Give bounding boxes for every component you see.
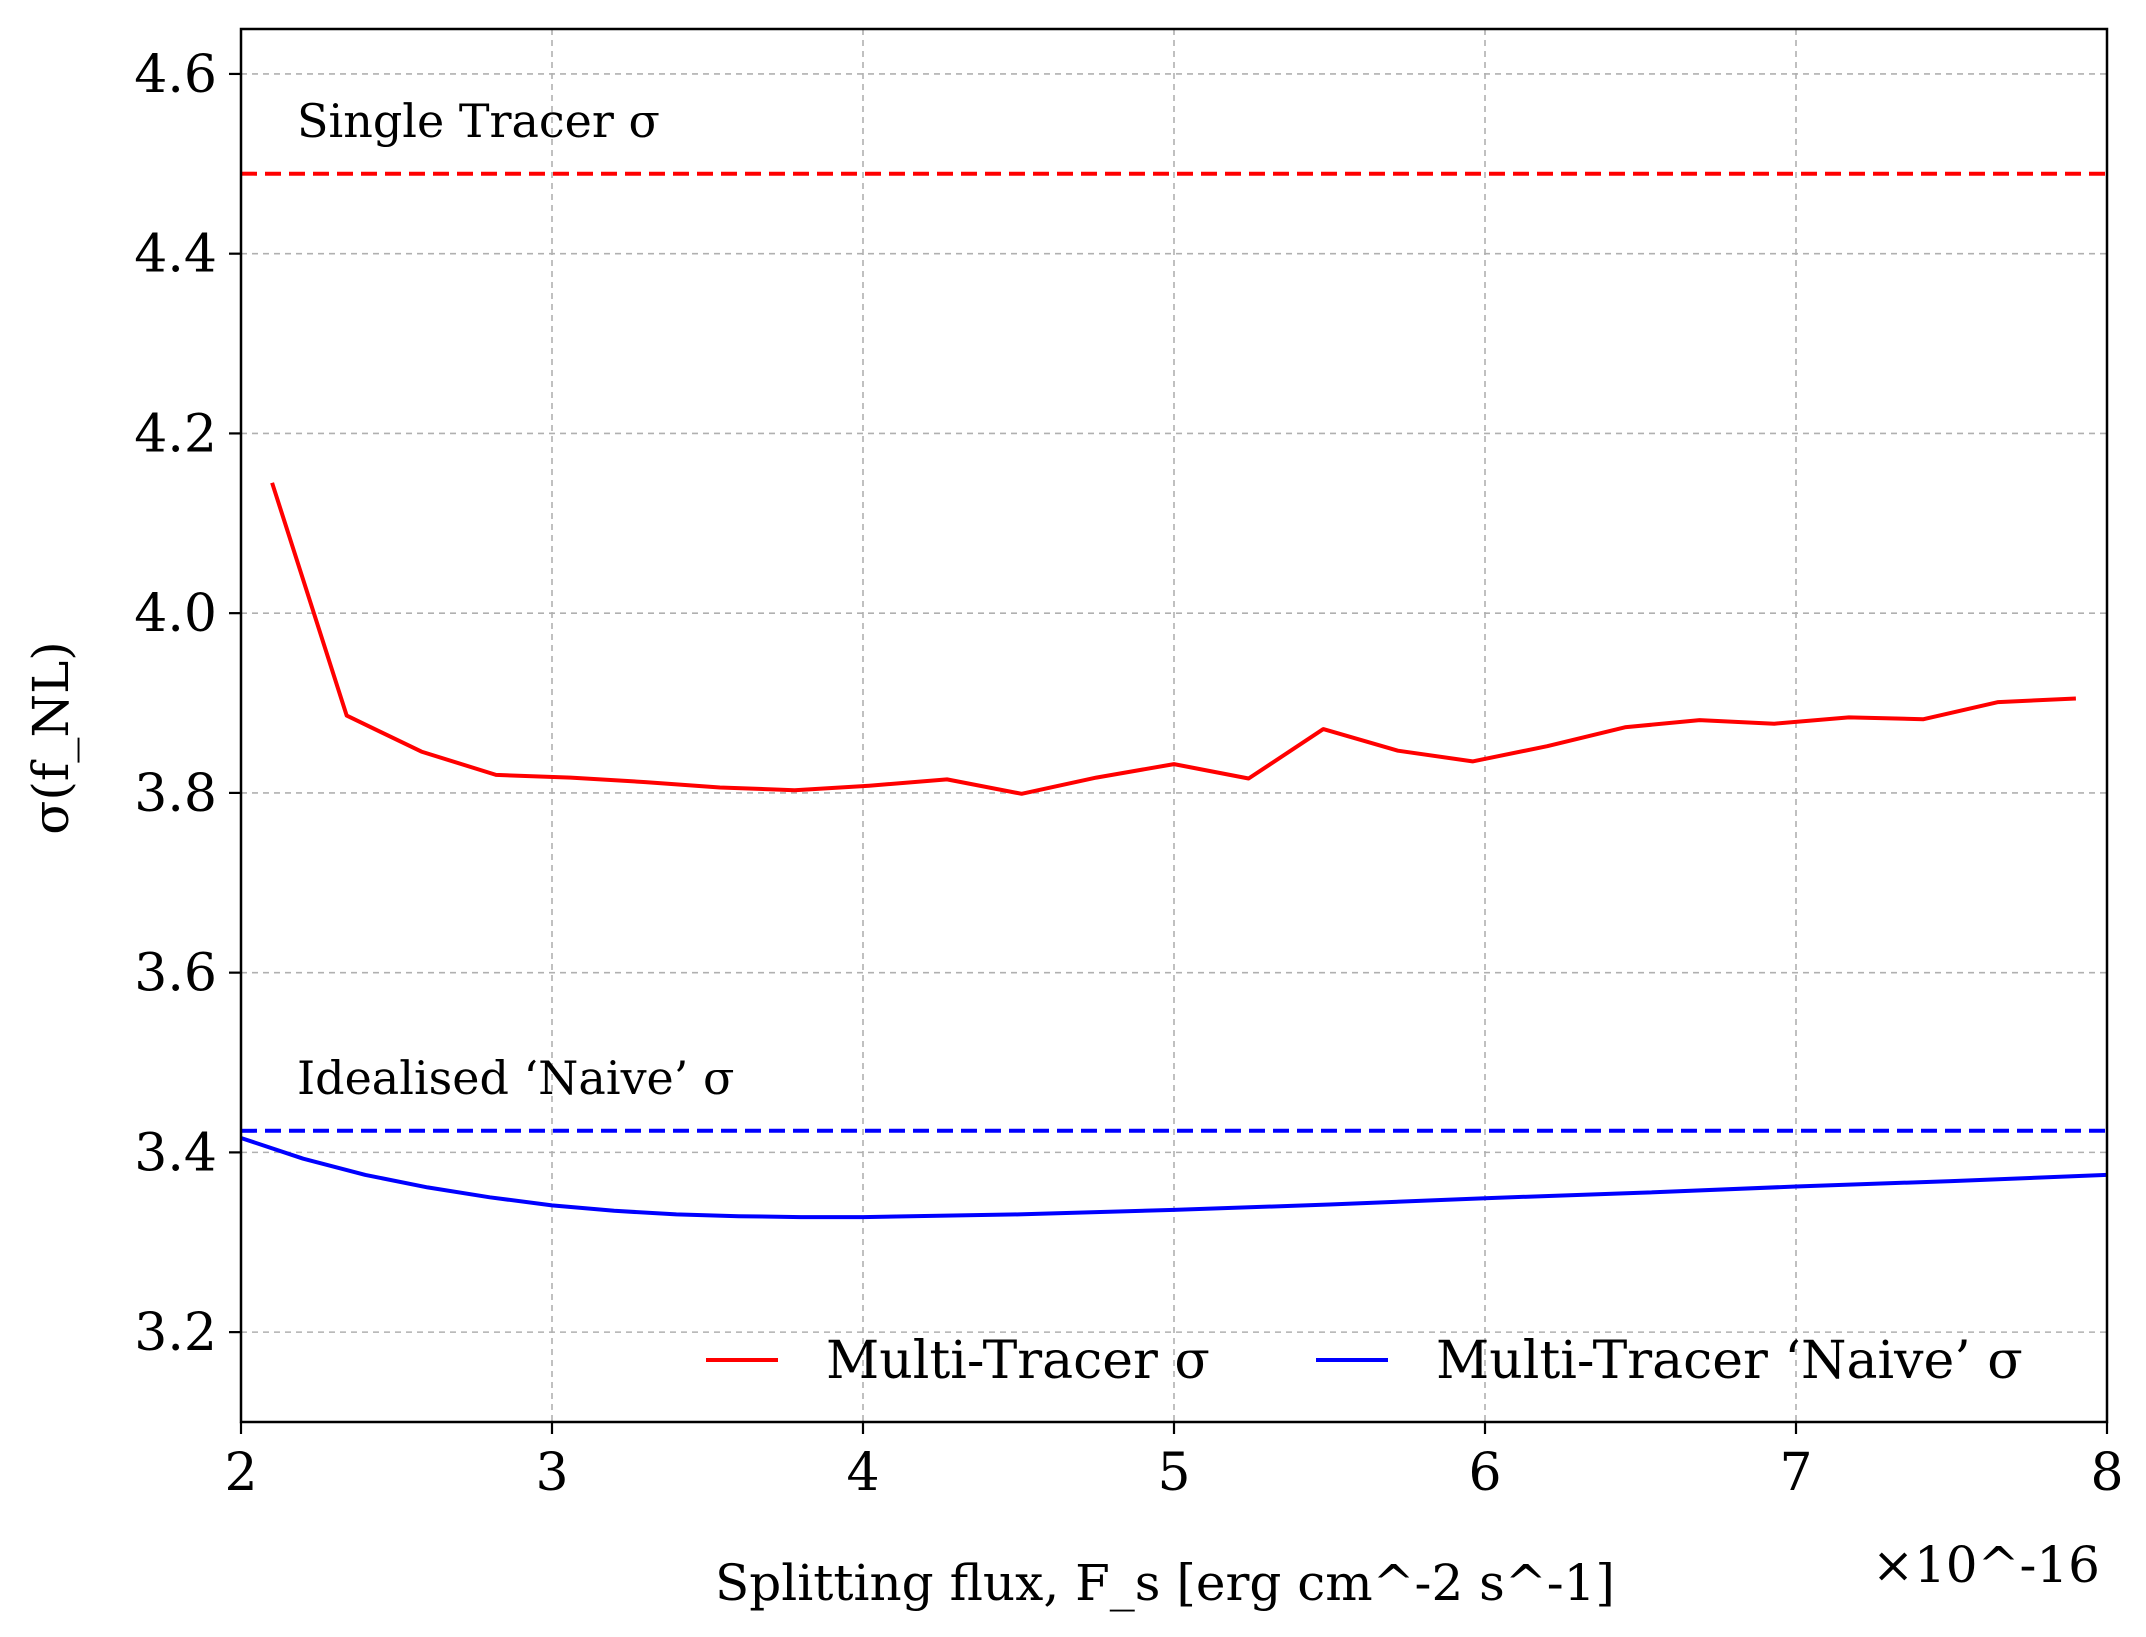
plot-series	[240, 171, 2108, 1220]
y-tick-label: 4.0	[134, 584, 217, 644]
annotation-label: Idealised ‘Naive’ σ	[297, 1051, 734, 1105]
y-tick-label: 4.2	[134, 404, 217, 464]
axis-ticks: 2 3 4 5 6 7 8 3.2 3.4 3.6 3.8 4.0 4.2 4.4 4.6	[134, 45, 2123, 1503]
y-axis-label: σ(f_NL)	[22, 641, 80, 835]
x-tick-label: 4	[846, 1443, 879, 1503]
legend: Multi-Tracer σ Multi-Tracer ‘Naive’ σ	[706, 1331, 2023, 1391]
y-tick-label: 4.6	[134, 45, 217, 105]
series-multi-tracer	[270, 482, 2076, 796]
y-tick-label: 3.2	[134, 1303, 217, 1363]
x-tick-label: 8	[2090, 1443, 2123, 1503]
x-tick-label: 5	[1157, 1443, 1190, 1503]
legend-label: Multi-Tracer σ	[826, 1331, 1210, 1391]
y-tick-label: 4.4	[134, 225, 217, 285]
x-tick-label: 6	[1468, 1443, 1501, 1503]
x-axis-scale-label: ×10^-16	[1872, 1536, 2100, 1594]
y-tick-label: 3.4	[134, 1123, 217, 1183]
annotations: Single Tracer σ Idealised ‘Naive’ σ	[297, 94, 734, 1105]
legend-label: Multi-Tracer ‘Naive’ σ	[1436, 1331, 2023, 1391]
grid	[240, 29, 2108, 1422]
y-tick-label: 3.6	[134, 944, 217, 1004]
series-multi-tracer-naive	[240, 1136, 2108, 1220]
x-tick-label: 2	[224, 1443, 257, 1503]
x-tick-label: 7	[1779, 1443, 1812, 1503]
y-tick-label: 3.8	[134, 764, 217, 824]
x-axis-label: Splitting flux, F_s [erg cm^-2 s^-1]	[715, 1554, 1615, 1612]
annotation-label: Single Tracer σ	[297, 94, 660, 148]
x-tick-label: 3	[535, 1443, 568, 1503]
